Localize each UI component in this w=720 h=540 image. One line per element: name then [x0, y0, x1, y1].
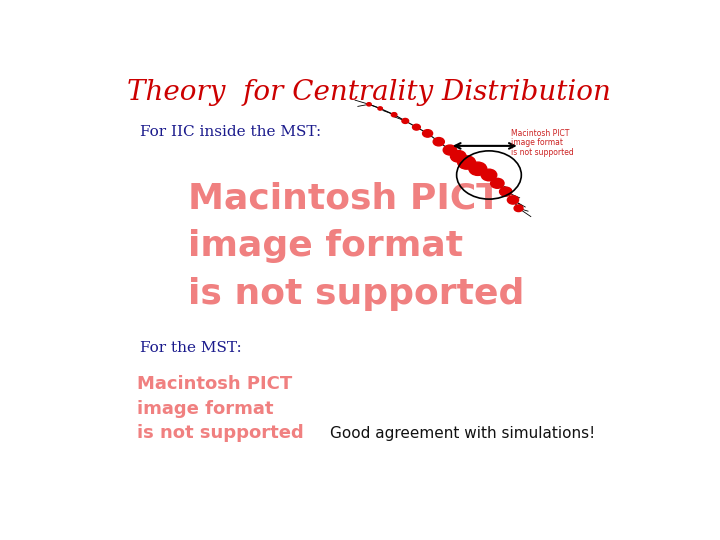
- Text: is not supported: is not supported: [188, 277, 524, 311]
- Text: Theory  for Centrality Distribution: Theory for Centrality Distribution: [127, 79, 611, 106]
- Text: is not supported: is not supported: [511, 147, 574, 157]
- Circle shape: [366, 103, 372, 106]
- Circle shape: [469, 162, 487, 176]
- Circle shape: [481, 169, 497, 181]
- Text: image format: image format: [138, 400, 274, 417]
- Circle shape: [423, 130, 433, 137]
- Circle shape: [500, 187, 512, 196]
- Text: is not supported: is not supported: [138, 424, 304, 442]
- Text: image format: image format: [188, 229, 463, 263]
- Text: For the MST:: For the MST:: [140, 341, 242, 355]
- Text: For IIC inside the MST:: For IIC inside the MST:: [140, 125, 321, 139]
- Circle shape: [433, 138, 444, 146]
- Circle shape: [444, 145, 456, 155]
- Circle shape: [490, 178, 504, 188]
- Circle shape: [402, 118, 409, 124]
- Circle shape: [378, 107, 382, 110]
- Circle shape: [451, 151, 466, 162]
- Circle shape: [392, 113, 397, 117]
- Text: Macintosh PICT: Macintosh PICT: [511, 129, 570, 138]
- Circle shape: [413, 124, 420, 130]
- Circle shape: [508, 196, 518, 204]
- Circle shape: [458, 156, 476, 169]
- Text: Macintosh PICT: Macintosh PICT: [138, 375, 292, 393]
- Text: Good agreement with simulations!: Good agreement with simulations!: [330, 426, 595, 441]
- Text: image format: image format: [511, 138, 563, 147]
- Text: Macintosh PICT: Macintosh PICT: [188, 181, 500, 215]
- Circle shape: [514, 205, 523, 212]
